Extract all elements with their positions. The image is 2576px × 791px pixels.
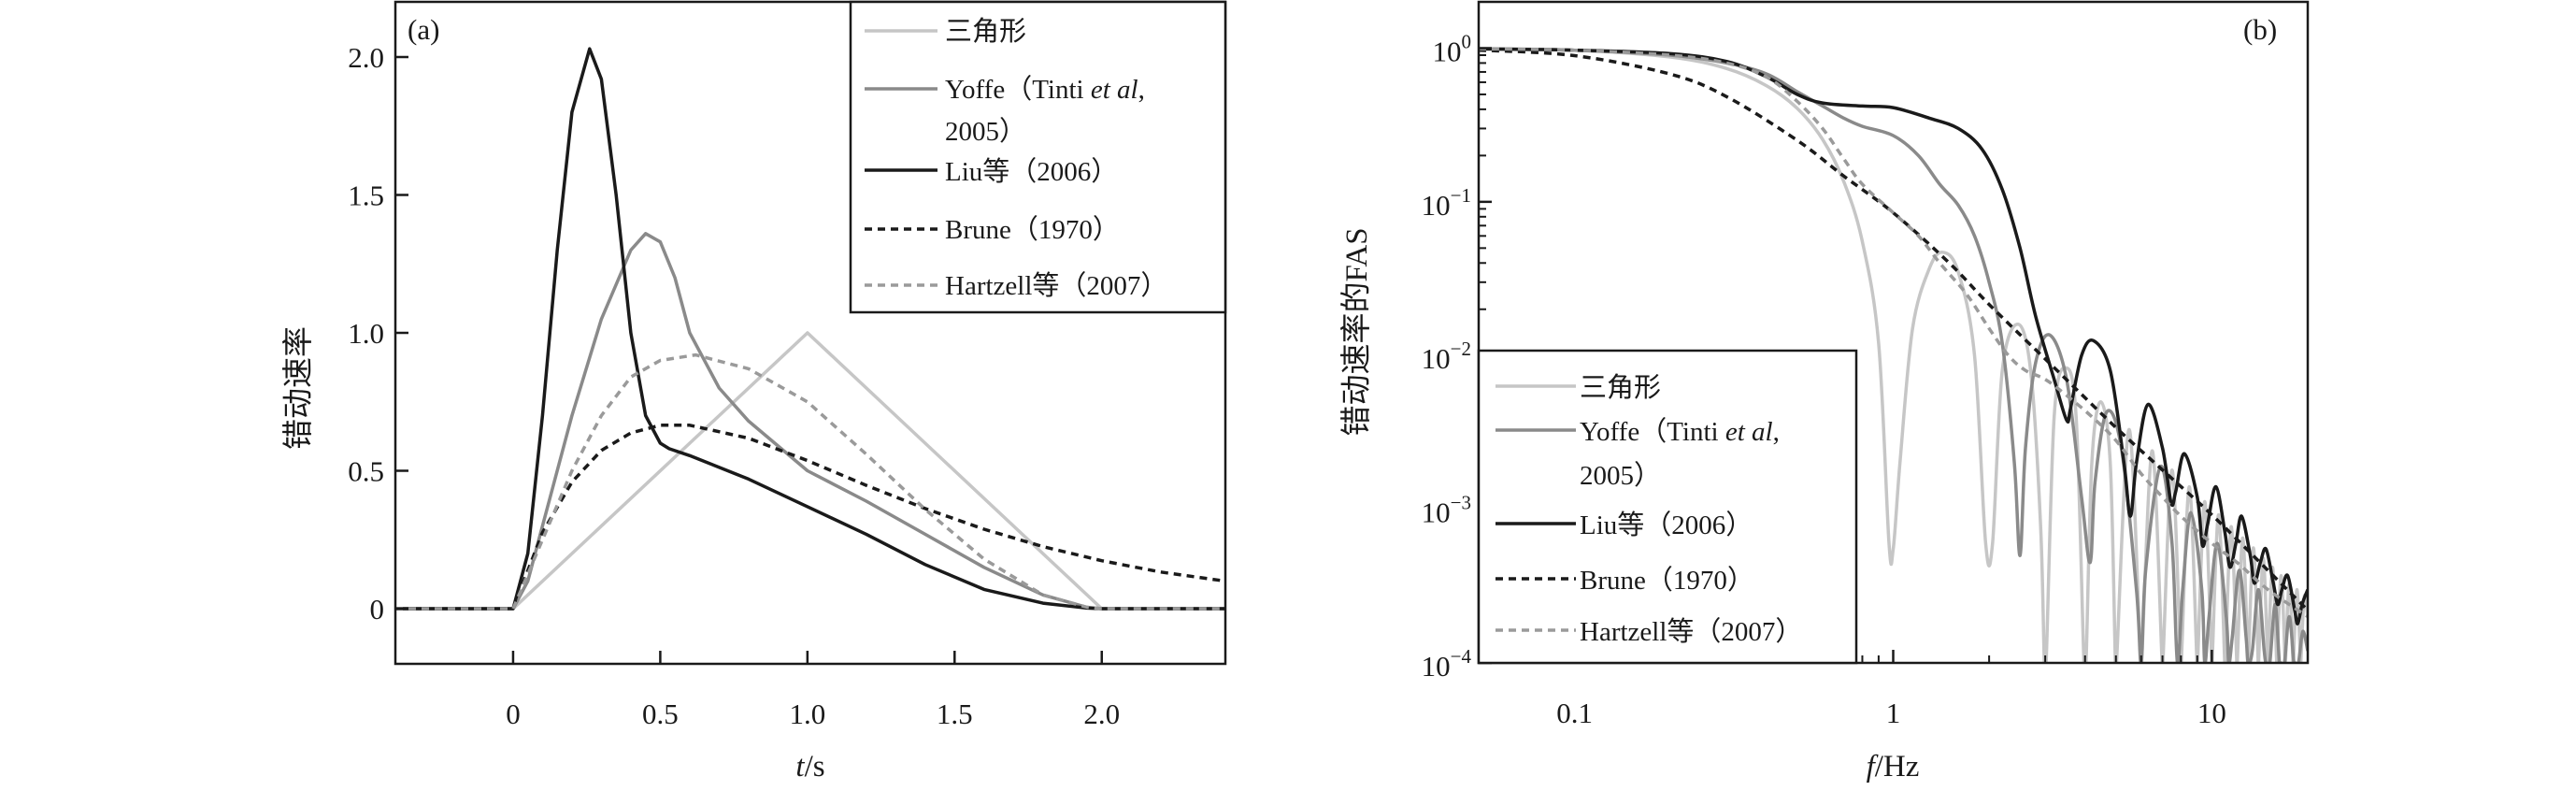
y-tick-label: 0 [370, 593, 385, 626]
series-line-brune [395, 424, 1225, 611]
legend-label-hartzell: Hartzell等（2007） [945, 270, 1167, 301]
series-line-yoffe [1479, 47, 2308, 663]
x-tick-label: 0.5 [642, 698, 679, 730]
panel-a-legend: 三角形 Yoffe（Tinti et al, 2005） Liu等（2006） … [849, 0, 1227, 314]
panel-b-curves [1479, 47, 2308, 663]
y-tick-base: 10 [1422, 650, 1451, 683]
y-tick-label: 0.5 [348, 455, 384, 488]
series-line-yoffe [395, 232, 1225, 611]
y-tick-base: 10 [1422, 496, 1451, 529]
x-tick-label: 1.5 [937, 698, 973, 730]
x-tick-label: 0 [506, 698, 521, 730]
panel-b-legend: 三角形 Yoffe（Tinti et al, 2005） Liu等（2006） … [1477, 349, 1858, 665]
y-tick-label: 2.0 [348, 41, 384, 74]
y-tick-exponent: −3 [1451, 492, 1471, 514]
legend-label-yoffe-year: 2005） [945, 117, 1026, 147]
y-tick-exponent: −1 [1451, 184, 1471, 207]
y-tick-label: 1.5 [348, 180, 384, 212]
legend-label-liu: Liu等（2006） [945, 156, 1118, 187]
panel-a: 0 0.5 1.0 1.5 2.000.51.01.52.0 (a) t/s 错动速率 … [281, 0, 1227, 784]
legend-label-brune: Brune（1970） [1580, 566, 1754, 596]
panel-a-frame [394, 0, 1227, 666]
panel-b-ylabel: 错动速率的FAS [1339, 227, 1374, 436]
legend-box [849, 0, 1227, 314]
panel-a-xlabel: t/s [795, 750, 824, 784]
y-tick-exponent: 0 [1462, 30, 1472, 52]
legend-label-liu: Liu等（2006） [1580, 510, 1753, 540]
series-line-hartzell [395, 352, 1225, 611]
panel-a-label: (a) [408, 13, 439, 46]
series-line-liu [1479, 47, 2308, 626]
y-tick-exponent: −2 [1451, 338, 1471, 360]
y-tick-label: 10−1 [1422, 184, 1471, 222]
y-tick-label: 100 [1433, 30, 1472, 67]
legend-label-yoffe-year: 2005） [1580, 461, 1661, 491]
legend-label-triangle: 三角形 [945, 16, 1026, 47]
legend-box [1477, 349, 1858, 665]
series-line-hartzell [1479, 47, 2308, 618]
y-tick-label: 10−3 [1422, 492, 1471, 529]
series-line-liu [395, 47, 1225, 611]
panel-a-ticks: 0 0.5 1.0 1.5 2.0 0 0.5 1.0 1.5 2.0 [348, 41, 1120, 730]
x-tick-label: 1 [1886, 697, 1901, 729]
legend-label-triangle: 三角形 [1580, 372, 1661, 403]
legend-label-brune: Brune（1970） [945, 215, 1120, 245]
y-tick-exponent: −4 [1451, 645, 1472, 668]
y-tick-base: 10 [1422, 189, 1451, 222]
legend-label-yoffe: Yoffe（Tinti et al, [1580, 417, 1780, 447]
panel-a-curves [395, 47, 1225, 611]
panel-b-frame [1477, 0, 2310, 665]
series-line-brune [1479, 48, 2308, 611]
legend-label-yoffe: Yoffe（Tinti et al, [945, 75, 1145, 105]
y-tick-base: 10 [1433, 35, 1462, 67]
legend-label-hartzell: Hartzell等（2007） [1580, 616, 1802, 647]
x-tick-label: 1.0 [789, 698, 825, 730]
y-tick-label: 10−2 [1422, 338, 1471, 375]
x-tick-label: 0.1 [1556, 697, 1593, 729]
panel-b-xlabel: f/Hz [1867, 750, 1920, 784]
panel-b-label: (b) [2243, 13, 2277, 46]
x-tick-label: 10 [2197, 697, 2226, 729]
y-tick-label: 10−4 [1422, 645, 1472, 683]
y-tick-base: 10 [1422, 342, 1451, 375]
y-tick-label: 1.0 [348, 317, 384, 350]
series-line-triangle [1479, 47, 2308, 663]
panel-a-ylabel: 错动速率 [281, 326, 316, 450]
x-tick-label: 2.0 [1083, 698, 1120, 730]
